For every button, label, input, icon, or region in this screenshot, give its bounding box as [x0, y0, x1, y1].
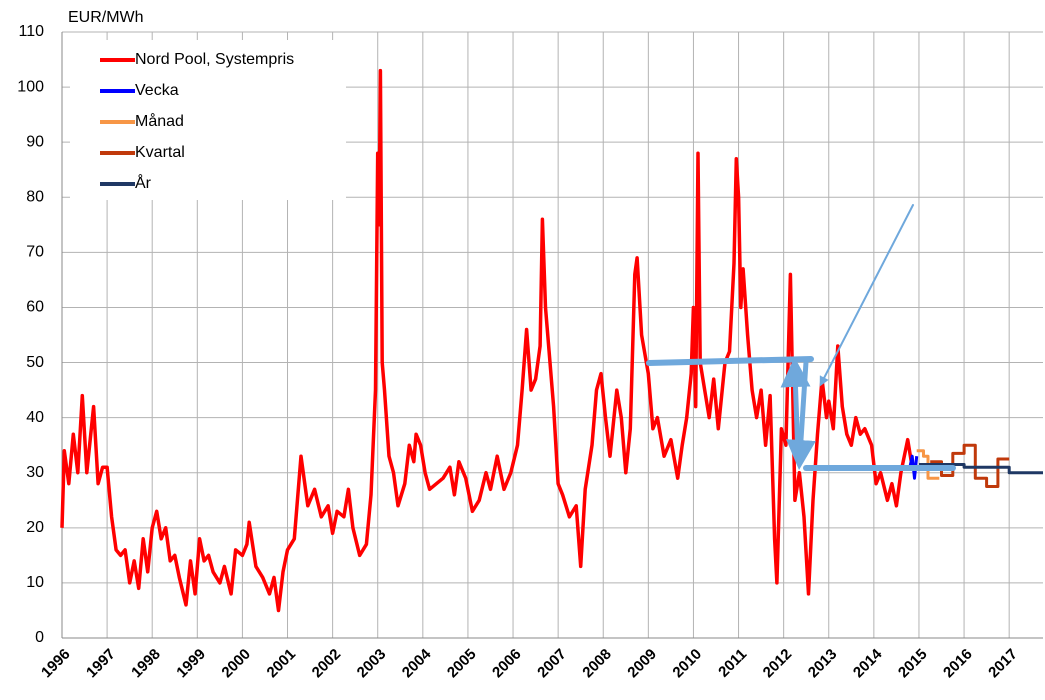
- y-tick-label: 70: [26, 244, 44, 261]
- series-line: [919, 463, 1043, 475]
- arrow: [785, 359, 816, 470]
- x-tick-label: 2012: [760, 646, 796, 682]
- y-tick-label: 40: [26, 409, 44, 426]
- series-line: [930, 443, 1010, 488]
- x-tick-label: 2013: [805, 646, 841, 682]
- x-tick-label: 2014: [850, 645, 886, 681]
- legend-label: Kvartal: [135, 144, 185, 161]
- y-tick-label: 20: [26, 519, 44, 536]
- x-tick-label: 2015: [895, 646, 931, 682]
- arrow: [780, 357, 811, 461]
- legend-label: År: [135, 173, 152, 192]
- y-tick-label: 80: [26, 188, 44, 205]
- x-tick-label: 1998: [128, 646, 164, 682]
- y-tick-label: 10: [26, 574, 44, 591]
- y-tick-label: 100: [17, 78, 44, 95]
- x-tick-label: 2001: [264, 646, 300, 682]
- x-tick-label: 2017: [985, 646, 1021, 682]
- annotation-arrows: [646, 204, 956, 471]
- y-tick-label: 90: [26, 133, 44, 150]
- x-tick-label: 2008: [579, 646, 615, 682]
- x-tick-label: 2010: [669, 646, 705, 682]
- x-tick-label: 2004: [399, 645, 435, 681]
- arrow: [819, 204, 914, 387]
- series-line: [916, 449, 940, 480]
- x-tick-label: 2005: [444, 646, 480, 682]
- x-tick-label: 2000: [218, 646, 254, 682]
- x-tick-label: 1997: [83, 646, 119, 682]
- x-tick-label: 2007: [534, 646, 570, 682]
- legend-label: Vecka: [135, 82, 179, 99]
- x-tick-label: 2011: [715, 646, 750, 681]
- x-tick-label: 2009: [624, 646, 660, 682]
- y-tick-label: 60: [26, 299, 44, 316]
- x-tick-label: 2002: [309, 646, 345, 682]
- x-tick-label: 1996: [38, 646, 74, 682]
- y-tick-label: 30: [26, 464, 44, 481]
- x-tick-label: 2016: [940, 646, 976, 682]
- y-tick-label: 50: [26, 354, 44, 371]
- series-line: [60, 68, 916, 613]
- y-axis-label: EUR/MWh: [68, 9, 144, 26]
- y-tick-label: 0: [35, 629, 44, 646]
- arrow: [646, 356, 814, 366]
- x-tick-label: 2003: [354, 646, 390, 682]
- x-tick-label: 2006: [489, 646, 525, 682]
- x-tick-label: 1999: [173, 646, 209, 682]
- y-tick-label: 110: [18, 23, 44, 40]
- legend-label: Månad: [135, 112, 184, 130]
- legend: Nord Pool, Systempris Vecka Månad Kvartal År: [100, 51, 294, 192]
- legend-label: Nord Pool, Systempris: [135, 51, 294, 68]
